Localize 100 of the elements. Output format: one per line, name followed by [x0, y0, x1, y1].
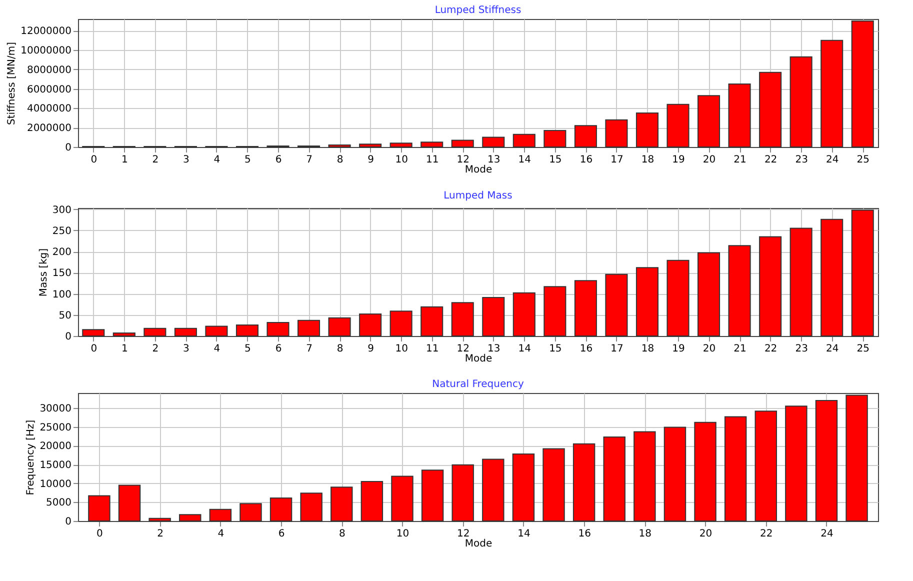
x-tick-label: 14: [518, 154, 532, 166]
bar: [420, 306, 444, 336]
x-tick-label: 11: [426, 344, 439, 354]
x-tick-label: 19: [672, 344, 685, 354]
x-tick-label: 8: [338, 528, 346, 540]
bar: [790, 56, 812, 148]
y-tick-label: 100: [52, 289, 72, 300]
bar: [785, 406, 808, 522]
bar: [820, 218, 844, 336]
bar: [603, 436, 626, 522]
x-tick-label: 24: [826, 154, 839, 166]
x-tick-label: 12: [456, 344, 470, 354]
x-tick-label: 21: [734, 344, 746, 354]
x-tick-label: 10: [395, 154, 408, 166]
x-tick-label: 9: [368, 344, 374, 354]
x-tick-label: 24: [820, 528, 834, 540]
y-tick-label: 4000000: [26, 104, 72, 115]
y-tick-label: 10000: [40, 478, 72, 490]
x-tick-label: 1: [121, 154, 128, 166]
bar: [724, 416, 747, 522]
bar: [482, 136, 505, 148]
bar: [636, 267, 658, 336]
x-tick-label: 19: [672, 154, 685, 166]
bar: [328, 317, 351, 336]
bar: [698, 95, 720, 148]
y-tick-label: 250: [52, 226, 72, 237]
y-tick-label: 30000: [40, 404, 72, 415]
chart-title: Lumped Stiffness: [434, 5, 522, 16]
x-tick-label: 23: [795, 154, 808, 166]
bar: [266, 322, 290, 336]
x-tick-label: 14: [518, 528, 530, 540]
bar: [112, 332, 136, 336]
y-tick-label: 200: [52, 247, 72, 258]
x-tick-label: 11: [426, 154, 439, 166]
bar: [666, 260, 690, 336]
x-tick-label: 17: [610, 344, 624, 354]
x-tick-label: 16: [578, 528, 591, 540]
x-tick-label: 16: [580, 344, 593, 354]
bar: [815, 400, 838, 522]
bar: [574, 280, 597, 336]
x-tick-label: 17: [610, 154, 624, 166]
bar: [846, 394, 868, 522]
y-axis-title: Frequency [Hz]: [26, 420, 37, 496]
bar: [636, 112, 658, 148]
bar: [851, 210, 874, 336]
bar: [330, 486, 353, 522]
x-tick-label: 10: [395, 344, 408, 354]
bar: [300, 492, 322, 522]
x-tick-label: 5: [244, 344, 251, 354]
bar: [605, 274, 628, 336]
x-tick-label: 0: [90, 344, 98, 354]
bar: [236, 324, 258, 336]
x-tick-label: 9: [368, 154, 374, 166]
bar: [634, 431, 656, 522]
bar: [728, 83, 751, 148]
bar: [666, 104, 690, 148]
y-tick-label: 0: [65, 142, 72, 154]
bar: [118, 484, 141, 522]
bar: [390, 310, 412, 336]
bar: [360, 480, 384, 522]
chart-title: Lumped Mass: [444, 190, 512, 202]
bar: [851, 20, 874, 148]
bar: [179, 514, 202, 522]
x-tick-label: 22: [764, 344, 778, 354]
bar: [270, 498, 292, 522]
bar: [542, 448, 565, 522]
bar: [482, 458, 504, 522]
bar: [359, 144, 382, 148]
bar: [82, 329, 105, 336]
y-tick-label: 10000000: [20, 46, 72, 57]
bar: [664, 426, 686, 522]
x-tick-label: 16: [580, 154, 593, 166]
x-tick-label: 8: [336, 344, 344, 354]
x-tick-label: 14: [518, 344, 532, 354]
y-tick-label: 5000: [46, 498, 72, 509]
bar: [572, 443, 596, 522]
bar: [759, 72, 782, 148]
x-tick-label: 15: [549, 344, 562, 354]
x-tick-label: 22: [764, 154, 778, 166]
bar: [512, 453, 535, 522]
x-tick-label: 22: [760, 528, 773, 540]
y-tick-label: 300: [52, 204, 72, 216]
y-tick-label: 15000: [40, 460, 72, 472]
x-tick-label: 6: [278, 528, 285, 540]
y-tick-label: 50: [58, 310, 72, 322]
y-tick-label: 2000000: [26, 123, 72, 134]
x-tick-label: 7: [306, 154, 312, 166]
y-tick-label: 0: [65, 332, 72, 342]
x-axis-title: Mode: [464, 354, 492, 364]
y-tick-label: 150: [52, 268, 72, 280]
bar: [391, 476, 414, 522]
x-tick-label: 12: [456, 154, 470, 166]
bar: [209, 508, 232, 522]
bar: [820, 40, 844, 148]
bar: [451, 140, 474, 148]
x-tick-label: 4: [214, 344, 220, 354]
x-tick-label: 1: [121, 344, 128, 354]
y-tick-label: 20000: [40, 441, 72, 452]
bar: [240, 503, 262, 522]
x-tick-label: 2: [152, 154, 159, 166]
